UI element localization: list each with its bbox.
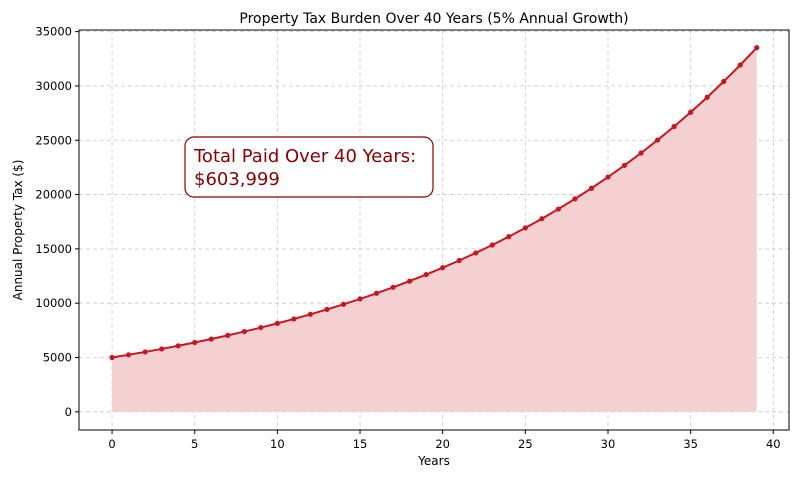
- y-tick-label: 30000: [35, 79, 72, 93]
- x-tick-label: 35: [683, 437, 698, 451]
- plot-frame: [78, 29, 790, 431]
- y-tick-label: 35000: [35, 25, 72, 39]
- data-point: [671, 123, 677, 130]
- data-point: [274, 320, 280, 326]
- y-tick-label: 15000: [35, 242, 72, 256]
- x-axis-label: Years: [417, 454, 450, 468]
- data-point: [307, 311, 314, 317]
- data-point: [489, 242, 495, 248]
- plot-area: [112, 47, 757, 412]
- data-point: [109, 354, 115, 361]
- data-point: [175, 343, 181, 349]
- data-point: [440, 265, 446, 271]
- data-point: [638, 150, 644, 156]
- data-point: [159, 346, 165, 352]
- data-point: [241, 328, 247, 335]
- data-point: [473, 250, 479, 256]
- x-tick-label: 30: [601, 437, 616, 451]
- series-points: [109, 45, 760, 361]
- data-point: [754, 45, 760, 51]
- data-point: [456, 257, 462, 264]
- data-point: [340, 301, 347, 307]
- data-point: [605, 174, 611, 180]
- data-point: [142, 349, 148, 355]
- data-point: [588, 185, 595, 191]
- series-line: [111, 46, 758, 359]
- data-point: [373, 290, 380, 296]
- x-tick-label: 20: [435, 437, 450, 451]
- y-tick-label: 0: [65, 405, 72, 419]
- y-axis-label: Annual Property Tax ($): [11, 160, 25, 301]
- x-tick-label: 0: [108, 437, 115, 451]
- data-point: [555, 206, 561, 212]
- data-point: [258, 324, 264, 331]
- y-tick-label: 10000: [35, 296, 72, 310]
- x-tick-label: 40: [766, 437, 781, 451]
- x-tick-label: 25: [518, 437, 533, 451]
- data-point: [225, 332, 231, 338]
- data-point: [125, 352, 132, 358]
- y-tick-label: 5000: [43, 351, 72, 365]
- data-point: [688, 109, 694, 115]
- data-point: [522, 225, 528, 231]
- data-point: [737, 62, 743, 68]
- data-point: [654, 137, 661, 143]
- data-point: [208, 336, 214, 342]
- annotation-line-2: $603,999: [194, 169, 280, 190]
- y-tick-label: 20000: [35, 188, 72, 202]
- annotation-line-1: Total Paid Over 40 Years:: [193, 146, 416, 167]
- data-point: [390, 284, 396, 290]
- y-axis: 0 5000 10000 15000 20000 25000 30000 35000: [35, 25, 79, 419]
- data-point: [407, 278, 413, 284]
- x-tick-label: 15: [353, 437, 368, 451]
- series-line-path: [111, 46, 758, 359]
- annotation-box: [184, 136, 434, 198]
- data-point: [621, 162, 628, 168]
- chart-title: Property Tax Burden Over 40 Years (5% An…: [239, 11, 628, 27]
- data-point: [291, 316, 297, 322]
- data-point: [357, 296, 363, 302]
- area-fill: [112, 47, 757, 412]
- annotation: Total Paid Over 40 Years: $603,999: [184, 136, 434, 198]
- data-point: [539, 216, 545, 222]
- x-tick-label: 10: [270, 437, 285, 451]
- data-point: [324, 306, 330, 313]
- data-point: [704, 94, 710, 100]
- data-point: [192, 339, 198, 346]
- data-point: [572, 196, 578, 202]
- y-tick-label: 25000: [35, 133, 72, 147]
- data-point: [721, 78, 727, 85]
- data-point: [506, 234, 512, 240]
- data-point: [423, 271, 429, 278]
- x-axis: 0 5 10 15 20 25 30 35 40: [108, 430, 781, 451]
- x-tick-label: 5: [191, 437, 198, 451]
